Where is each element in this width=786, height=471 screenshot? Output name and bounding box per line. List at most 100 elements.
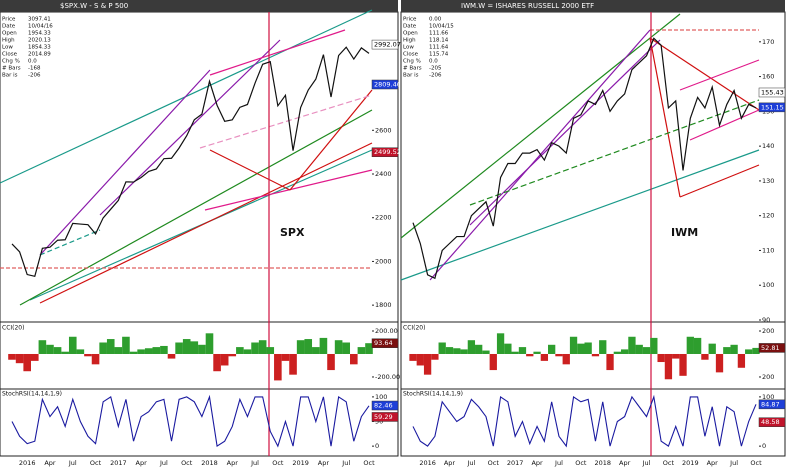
indicator-title: CCI(20) (403, 325, 425, 332)
x-tick-label: Apr (318, 459, 330, 467)
y-tick-label: 110 (762, 246, 774, 254)
cci-bar (213, 353, 221, 372)
price-marker (758, 417, 786, 427)
price-marker-label: 151.15 (761, 103, 784, 111)
info-value: 1854.33 (28, 45, 51, 51)
cci-bar (342, 342, 351, 354)
x-tick-label: Oct (90, 459, 102, 467)
info-label: Price (2, 17, 16, 23)
cci-bar (205, 333, 214, 354)
y-tick-label: 2600 (375, 126, 392, 134)
x-tick-label: 2017 (507, 459, 524, 467)
info-value: 0.0 (28, 59, 37, 65)
price-line (412, 37, 757, 280)
info-value: 3097.41 (28, 17, 51, 23)
x-tick-label: Oct (663, 459, 675, 467)
cci-bar (723, 347, 731, 354)
y-tick-label: 170 (762, 38, 774, 46)
cci-bar (577, 343, 585, 354)
cci-bar (664, 353, 673, 380)
info-label: Date (403, 24, 417, 30)
cci-bar (489, 353, 497, 371)
cci-bar (23, 353, 31, 372)
x-tick-label: 2016 (19, 459, 36, 467)
x-tick-label: Jul (68, 459, 77, 467)
cci-bar (258, 340, 267, 354)
cci-bar (129, 351, 138, 354)
cci-bar (243, 349, 252, 354)
y-tick-label: 0 (762, 442, 766, 450)
cci-bar (152, 347, 161, 354)
cci-bar (365, 343, 373, 354)
price-marker (371, 338, 399, 348)
x-tick-label: Oct (272, 459, 284, 467)
info-label: Date (2, 24, 16, 30)
cci-bar (228, 353, 237, 357)
indicator-title: StochRSI(14,14,1,9) (2, 391, 62, 398)
price-marker (371, 412, 399, 422)
y-tick-label: 130 (762, 177, 774, 185)
cci-bar (122, 336, 130, 354)
cci-bar (160, 345, 168, 354)
info-label: Open (2, 31, 17, 37)
price-marker (371, 400, 399, 411)
x-tick-label: Jul (250, 459, 259, 467)
cci-bar (752, 347, 760, 354)
y-tick-label: 0 (375, 442, 379, 450)
info-value: 10/04/15 (429, 24, 454, 30)
cci-bar (686, 336, 694, 354)
cci-bar (327, 353, 335, 371)
cci-bar (693, 337, 702, 354)
info-label: Chg % (403, 59, 421, 65)
cci-bar (190, 341, 199, 354)
cci-bar (281, 353, 290, 361)
annotation: SPX (280, 226, 305, 239)
cci-bar (312, 347, 320, 354)
cci-bar (334, 340, 343, 354)
cci-bar (584, 342, 592, 354)
info-value: 10/04/16 (28, 24, 53, 30)
panel-frame (0, 388, 399, 457)
x-tick-label: 2017 (110, 459, 127, 467)
cci-bar (114, 347, 123, 354)
cci-bar (628, 336, 636, 354)
cci-bar (569, 336, 578, 354)
y-tick-label: 140 (762, 142, 774, 150)
price-marker-label: 59.29 (374, 413, 393, 421)
cci-bar (540, 353, 549, 361)
price-marker (758, 102, 786, 113)
chart-title: IWM.W = ISHARES RUSSELL 2000 ETF (461, 2, 594, 10)
price-marker (758, 87, 786, 98)
cci-bar (445, 347, 454, 354)
cci-bar (99, 342, 107, 354)
x-tick-label: 2018 (201, 459, 218, 467)
cci-bar (30, 353, 39, 361)
y-tick-label: 100 (375, 393, 387, 401)
info-value: 111.66 (429, 31, 449, 37)
x-tick-label: Apr (44, 459, 56, 467)
cci-bar (198, 344, 206, 354)
price-marker-label: 2499.52 (374, 148, 401, 156)
x-tick-label: 2016 (419, 459, 436, 467)
cci-bar (15, 353, 24, 364)
info-label: # Bars (403, 66, 422, 72)
x-tick-label: 2018 (594, 459, 611, 467)
cci-bar (460, 349, 468, 354)
cci-bar (357, 347, 366, 354)
cci-bar (274, 353, 282, 381)
y-tick-label: 2000 (375, 257, 392, 265)
cci-bar (599, 340, 607, 354)
x-tick-label: Jul (341, 459, 350, 467)
indicator-title: CCI(20) (2, 325, 24, 332)
y-tick-label: 1800 (375, 301, 392, 309)
cci-bar (289, 353, 297, 375)
cci-bar (715, 353, 724, 373)
price-marker-label: 82.46 (374, 402, 393, 410)
x-tick-label: Apr (619, 459, 631, 467)
price-marker (758, 399, 786, 410)
cci-bar (144, 348, 153, 354)
cci-bar (533, 351, 541, 354)
info-label: Price (403, 17, 417, 23)
cci-bar (304, 339, 313, 354)
